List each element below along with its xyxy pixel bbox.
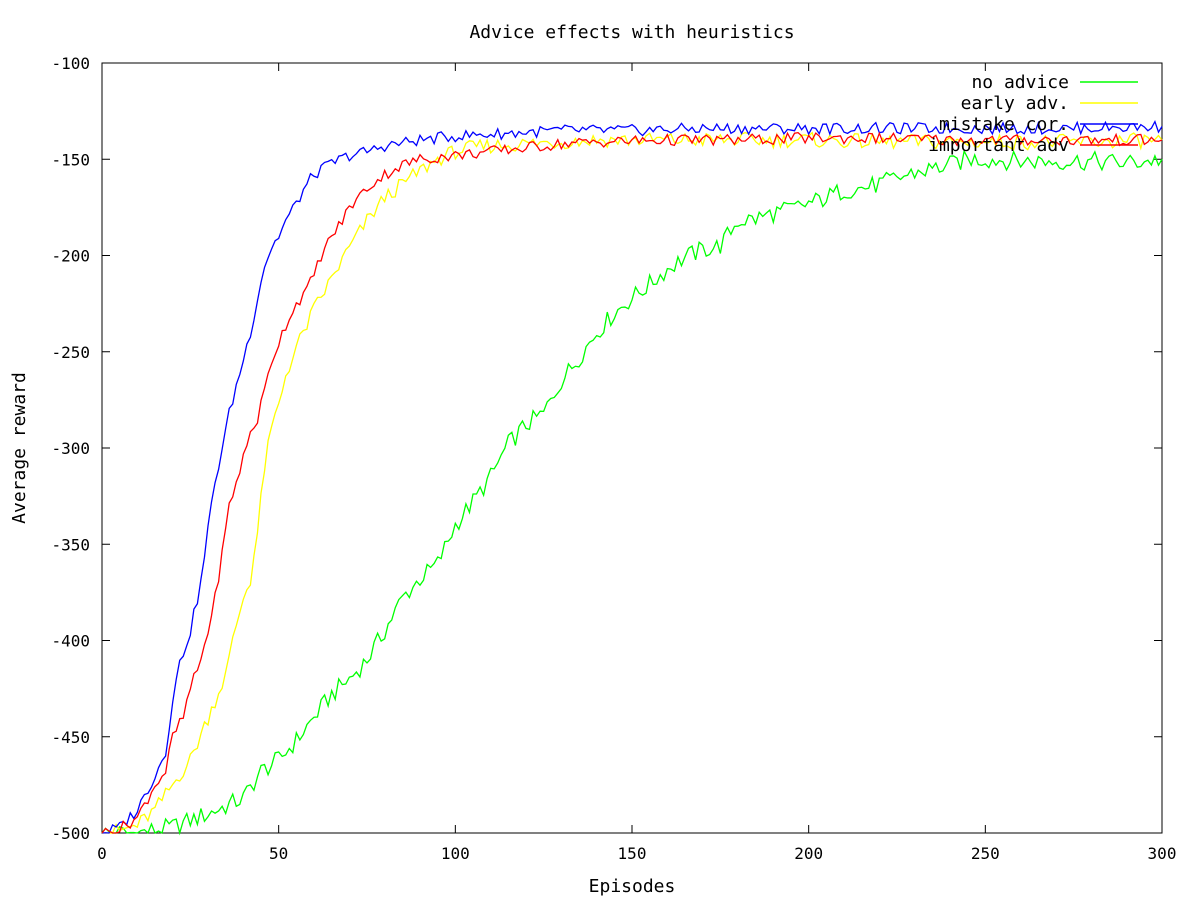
y-tick-label: -150 bbox=[51, 150, 90, 169]
series-line-4 bbox=[101, 131, 1163, 834]
y-tick-label: -450 bbox=[51, 728, 90, 747]
legend-label: no advice bbox=[971, 72, 1069, 93]
series-line-1 bbox=[101, 149, 1163, 836]
chart-title: Advice effects with heuristics bbox=[469, 22, 794, 43]
x-tick-label: 100 bbox=[441, 844, 470, 863]
y-tick-label: -500 bbox=[51, 824, 90, 843]
y-tick-label: -100 bbox=[51, 54, 90, 73]
x-tick-label: 200 bbox=[794, 844, 823, 863]
x-tick-label: 0 bbox=[97, 844, 107, 863]
x-tick-label: 50 bbox=[269, 844, 288, 863]
x-tick-label: 300 bbox=[1148, 844, 1177, 863]
x-tick-label: 150 bbox=[618, 844, 647, 863]
y-tick-label: -300 bbox=[51, 439, 90, 458]
legend-label: early adv. bbox=[961, 93, 1069, 114]
legend-label: mistake cor. bbox=[939, 114, 1069, 135]
x-tick-label: 250 bbox=[971, 844, 1000, 863]
legend-label: important adv bbox=[928, 135, 1069, 156]
y-tick-label: -250 bbox=[51, 343, 90, 362]
series-line-3 bbox=[101, 119, 1163, 834]
y-axis-label: Average reward bbox=[9, 372, 30, 524]
y-tick-label: -200 bbox=[51, 247, 90, 266]
x-axis-label: Episodes bbox=[589, 876, 676, 897]
y-tick-label: -350 bbox=[51, 535, 90, 554]
y-tick-label: -400 bbox=[51, 632, 90, 651]
